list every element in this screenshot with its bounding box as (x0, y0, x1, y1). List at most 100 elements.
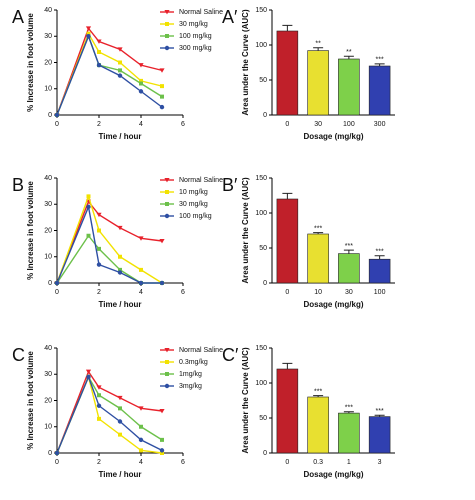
panel-label: B (12, 175, 24, 195)
x-tick-label: 6 (181, 121, 185, 128)
marker (139, 78, 143, 83)
error-bar (282, 24, 293, 31)
y-tick-label: 10 (44, 424, 52, 431)
bar (368, 416, 391, 454)
legend-label: 30 mg/kg (179, 21, 208, 28)
y-axis-label: % Increase in foot volume (26, 181, 35, 280)
error-bar (343, 249, 354, 254)
marker (97, 246, 101, 251)
marker (118, 68, 122, 73)
marker (139, 267, 143, 272)
marker (96, 62, 102, 68)
y-axis-label: % Increase in foot volume (26, 351, 35, 450)
marker (160, 84, 164, 89)
y-axis-label: % Increase in foot volume (26, 13, 35, 112)
x-tick-label: 0 (285, 289, 289, 296)
marker (159, 448, 165, 453)
panel-label: A (12, 7, 24, 27)
marker (139, 424, 143, 429)
significance: *** (376, 408, 384, 415)
x-axis-label: Time / hour (99, 132, 142, 141)
significance: *** (376, 249, 384, 256)
legend-marker (164, 383, 170, 389)
significance: *** (314, 225, 322, 232)
series-line (56, 374, 163, 454)
marker (117, 419, 123, 424)
marker (86, 31, 91, 36)
legend-marker (165, 34, 169, 38)
marker (86, 374, 91, 380)
bar (276, 368, 299, 454)
marker (97, 393, 101, 398)
marker (160, 437, 164, 442)
y-tick-label: 30 (44, 33, 52, 40)
legend-marker (165, 360, 169, 364)
marker (117, 73, 123, 78)
marker (138, 63, 144, 68)
y-tick-label: 40 (44, 7, 52, 14)
y-tick-label: 10 (44, 86, 52, 93)
x-axis-label: Dosage (mg/kg) (303, 470, 363, 479)
marker (138, 406, 144, 411)
marker (118, 432, 122, 437)
x-axis-label: Dosage (mg/kg) (303, 300, 363, 309)
y-axis-label: Area under the Curve (AUC) (241, 9, 250, 116)
marker (138, 437, 144, 443)
significance: ** (346, 49, 352, 56)
significance: *** (345, 243, 353, 250)
bar (276, 198, 299, 284)
marker (96, 212, 102, 218)
marker (138, 89, 144, 94)
legend-label: 0.3mg/kg (179, 359, 208, 366)
x-tick-label: 0.3 (313, 459, 323, 466)
x-axis-label: Time / hour (99, 470, 142, 479)
x-tick-label: 6 (181, 289, 185, 296)
error-bar (313, 47, 324, 51)
bar (368, 258, 391, 284)
bar (307, 233, 329, 284)
marker (160, 94, 164, 99)
y-tick-label: 20 (44, 59, 52, 66)
marker (159, 239, 165, 244)
x-axis-label: Dosage (mg/kg) (303, 132, 363, 141)
series-line (56, 26, 163, 116)
bar (338, 253, 360, 284)
marker (139, 448, 143, 453)
marker (117, 47, 123, 52)
error-bar (374, 63, 385, 66)
marker (117, 270, 123, 275)
legend-marker (164, 10, 170, 15)
error-bar (374, 255, 385, 260)
marker (96, 39, 102, 44)
marker (54, 280, 60, 286)
marker (159, 280, 165, 286)
marker (96, 403, 102, 408)
error-bar (374, 414, 385, 417)
panel-label: A′ (222, 7, 238, 27)
legend-label: Normal Saline (179, 347, 223, 354)
y-tick-label: 0 (263, 450, 267, 457)
y-axis-label: Area under the Curve (AUC) (241, 347, 250, 454)
error-bar (282, 192, 293, 199)
series-line (56, 194, 163, 284)
marker (118, 267, 122, 272)
legend-marker (164, 213, 170, 219)
x-tick-label: 30 (314, 121, 322, 128)
marker (86, 34, 91, 39)
y-tick-label: 10 (44, 254, 52, 261)
x-tick-label: 4 (139, 121, 143, 128)
x-tick-label: 100 (374, 289, 386, 296)
series-line (56, 204, 162, 284)
marker (160, 451, 164, 455)
error-bar (343, 55, 354, 59)
legend-label: 30 mg/kg (179, 201, 208, 208)
marker (85, 26, 92, 31)
marker (86, 233, 91, 238)
error-bar (343, 411, 354, 414)
y-tick-label: 30 (44, 201, 52, 208)
y-tick-label: 20 (44, 397, 52, 404)
x-tick-label: 4 (139, 459, 143, 466)
y-tick-label: 0 (48, 112, 52, 119)
x-tick-label: 2 (97, 289, 101, 296)
